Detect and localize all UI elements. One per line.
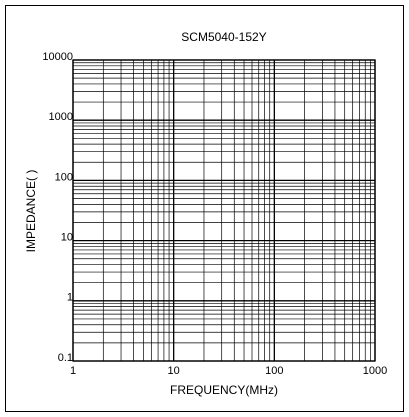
x-axis-label: FREQUENCY(MHz): [170, 383, 278, 397]
y-tick-label: 100: [55, 171, 73, 183]
x-tick-label: 1: [70, 365, 76, 377]
y-axis-label: IMPEDANCE( ): [24, 170, 38, 253]
y-tick-label: 10000: [42, 51, 73, 63]
plot-border: [72, 59, 376, 362]
y-tick-label: 1: [67, 292, 73, 304]
x-tick-label: 100: [265, 365, 283, 377]
x-tick-label: 1000: [363, 365, 387, 377]
frame: [5, 5, 404, 412]
x-tick-label: 10: [168, 365, 180, 377]
y-tick-label: 10: [61, 232, 73, 244]
y-tick-label: 0.1: [58, 352, 73, 364]
chart-title: SCM5040-152Y: [181, 30, 266, 44]
y-tick-label: 1000: [49, 111, 73, 123]
